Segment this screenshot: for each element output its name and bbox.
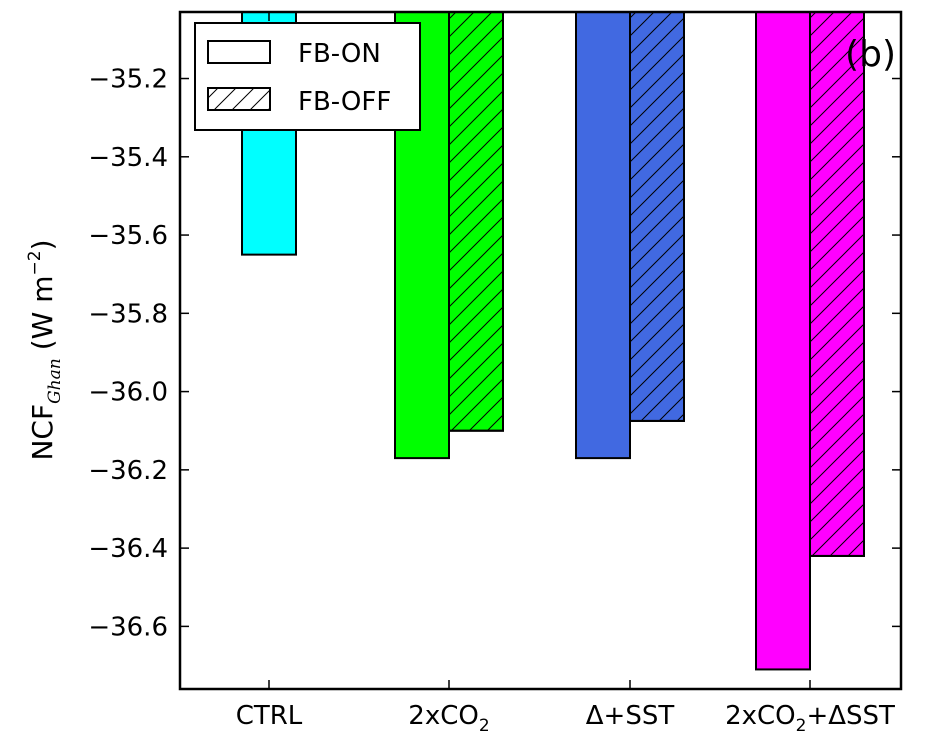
y-tick-label: −35.6	[88, 221, 168, 251]
legend-label-fb-off: FB-OFF	[298, 87, 391, 117]
legend-swatch-fb-on	[207, 40, 271, 64]
y-axis-label-superscript: −2	[25, 250, 45, 275]
y-tick-label: −36.0	[88, 378, 168, 408]
y-tick-label: −35.2	[88, 65, 168, 95]
plot-frame	[178, 10, 903, 691]
y-axis-label-subscript: Ghan	[45, 358, 65, 404]
y-tick-label: −36.4	[88, 534, 168, 564]
bar-hatch-fb-off-2	[629, 12, 685, 422]
y-tick-label: −36.2	[88, 456, 168, 486]
bar-fb-on-2	[575, 12, 631, 460]
x-tick-label: 2xCO2+ΔSST	[725, 701, 895, 735]
legend: FB-ON FB-OFF	[194, 22, 421, 131]
x-tick-label: CTRL	[236, 701, 303, 731]
y-tick-label: −35.4	[88, 143, 168, 173]
y-axis-label-main: NCF	[26, 404, 59, 461]
y-tick-label: −35.8	[88, 299, 168, 329]
bar-hatch-fb-off-3	[809, 12, 865, 557]
y-axis-label: NCFGhan (W m−2)	[25, 239, 65, 460]
y-tick-labels: −35.2 −35.4 −35.6 −35.8 −36.0 −36.2 −36.4 −36.6	[88, 65, 168, 643]
ticks-layer	[180, 12, 901, 689]
y-axis-label-units: (W m	[26, 275, 59, 350]
bar-hatch-fb-off-1	[448, 12, 504, 432]
x-tick-labels: CTRL 2xCO2 Δ+SST 2xCO2+ΔSST	[236, 701, 895, 735]
x-tick-label: Δ+SST	[586, 701, 675, 731]
bars-layer	[241, 12, 865, 671]
y-axis-label-units-close: )	[26, 239, 59, 250]
x-tick-label: 2xCO2	[408, 701, 489, 735]
bar-fb-on-3	[755, 12, 811, 671]
legend-swatch-fb-off-hatch	[207, 87, 271, 111]
panel-label: (b)	[845, 34, 896, 75]
legend-label-fb-on: FB-ON	[298, 39, 381, 69]
y-tick-label: −36.6	[88, 612, 168, 642]
